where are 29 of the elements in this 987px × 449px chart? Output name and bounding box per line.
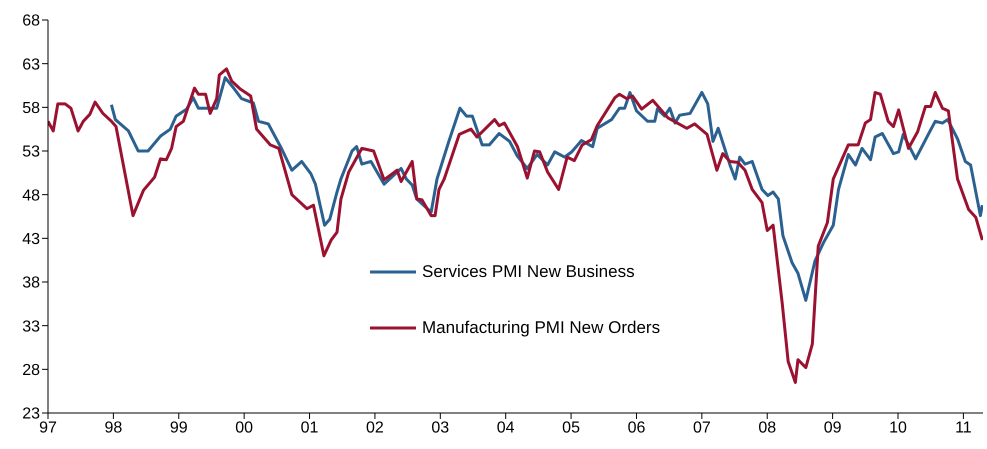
- y-tick-label: 53: [22, 144, 40, 161]
- x-tick-label: 00: [235, 419, 254, 436]
- y-tick-label: 68: [22, 12, 40, 30]
- y-tick-label: 63: [22, 56, 40, 74]
- y-tick-label: 38: [22, 274, 40, 292]
- x-tick-label: 08: [758, 419, 776, 436]
- y-tick-label: 58: [22, 100, 40, 118]
- y-tick-label: 23: [22, 406, 40, 423]
- x-tick-label: 07: [692, 419, 711, 436]
- x-tick-label: 01: [300, 419, 319, 436]
- x-tick-label: 11: [955, 419, 972, 436]
- legend-label: Manufacturing PMI New Orders: [422, 318, 660, 338]
- y-tick-label: 28: [22, 362, 40, 380]
- x-tick-label: 97: [39, 419, 57, 436]
- x-tick-label: 04: [496, 419, 515, 436]
- x-tick-label: 09: [824, 419, 842, 436]
- x-tick-label: 05: [562, 419, 580, 436]
- line-series: [110, 76, 983, 302]
- x-tick-label: 98: [104, 419, 122, 436]
- x-tick-label: 02: [366, 419, 384, 436]
- x-tick-label: 10: [889, 419, 907, 436]
- y-tick-label: 48: [22, 187, 40, 204]
- x-tick-label: 03: [431, 419, 450, 436]
- x-tick-label: 06: [628, 419, 646, 436]
- y-tick-label: 43: [22, 231, 40, 248]
- line-series: [48, 67, 983, 384]
- y-tick-label: 33: [22, 318, 40, 336]
- x-tick-label: 99: [170, 419, 188, 436]
- legend-label: Services PMI New Business: [422, 262, 635, 282]
